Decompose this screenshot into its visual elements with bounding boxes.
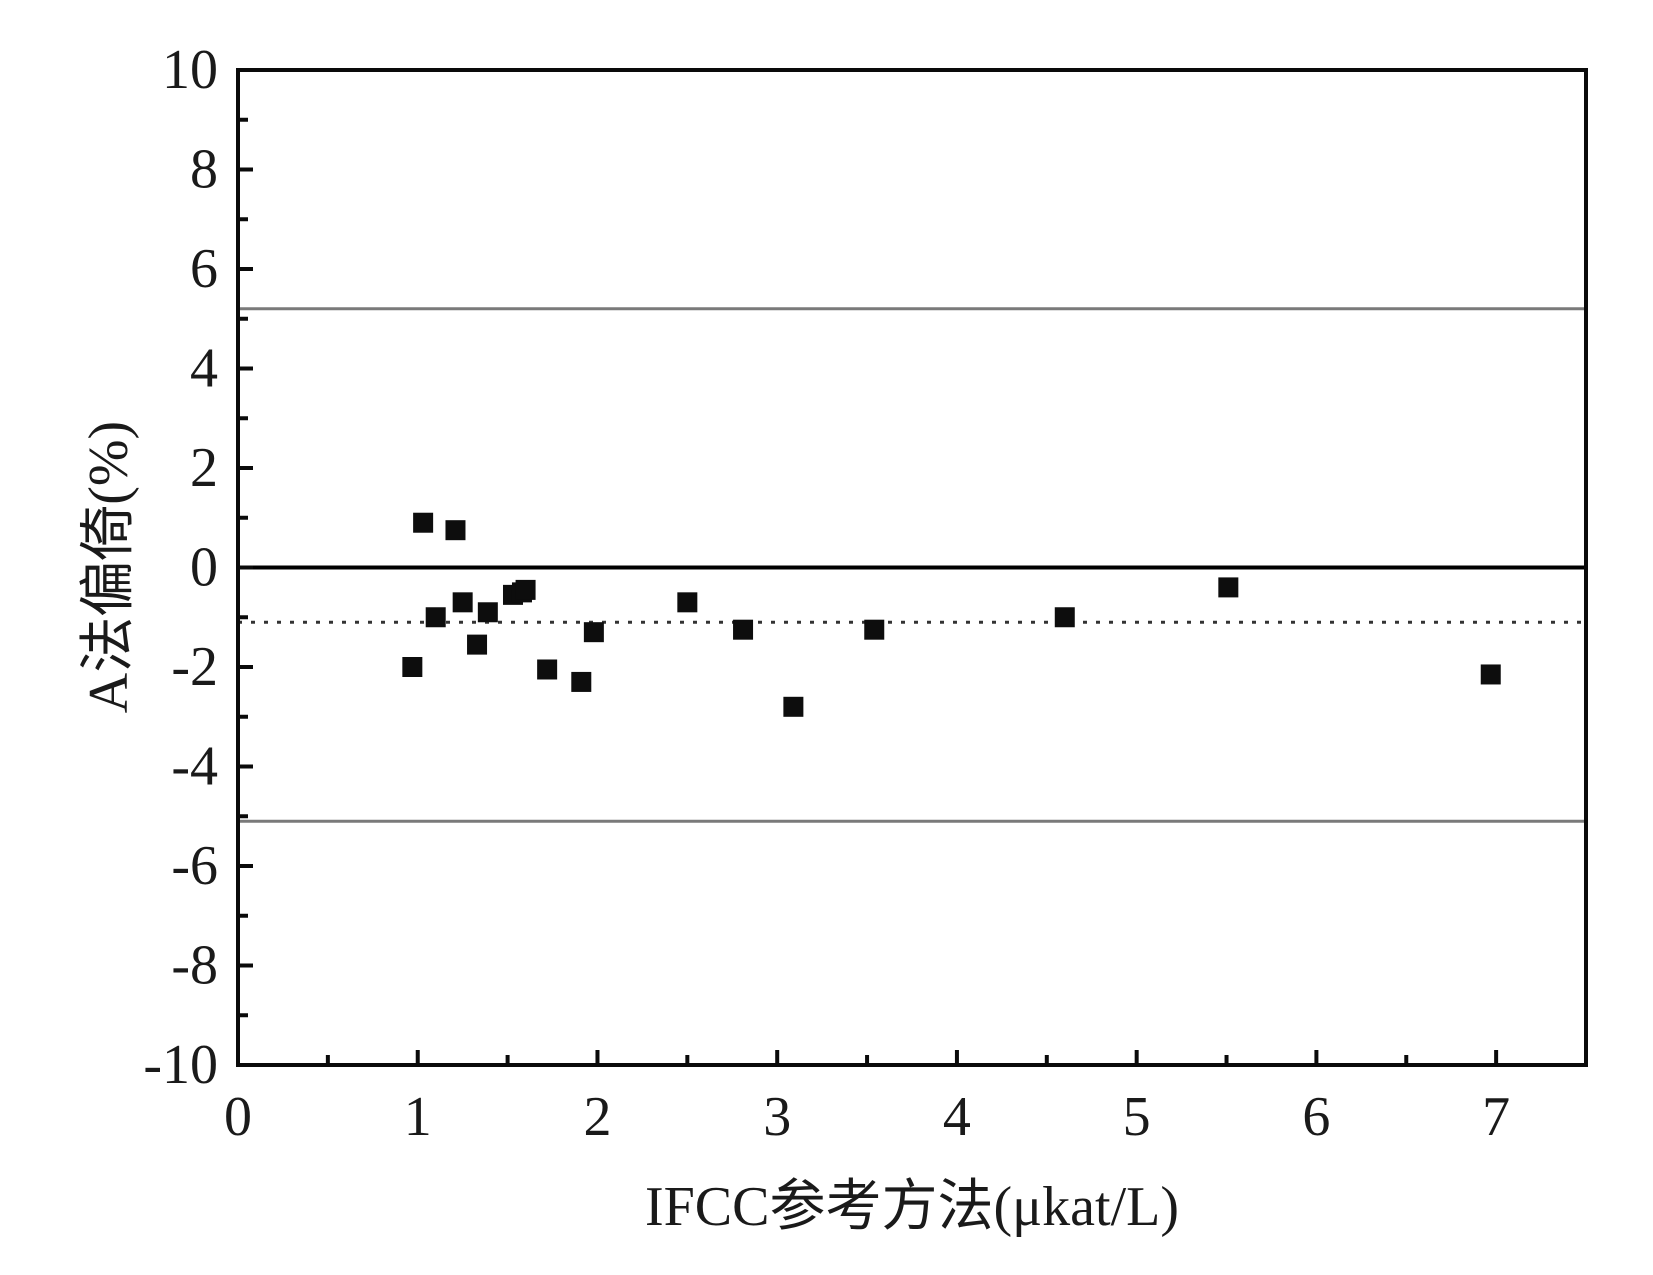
x-tick-label: 7: [1482, 1086, 1510, 1148]
x-tick-label: 6: [1302, 1086, 1330, 1148]
y-tick-labels: 10 8 6 4 2 0 -2 -4 -6 -8 -10: [143, 39, 218, 1096]
data-point: [733, 619, 754, 640]
x-tick-label: 5: [1123, 1086, 1151, 1148]
data-point: [452, 592, 473, 613]
data-point: [1054, 607, 1075, 628]
data-point: [413, 512, 434, 533]
data-point: [425, 607, 446, 628]
y-tick-label: 6: [190, 238, 218, 300]
y-tick-label: -10: [143, 1034, 218, 1096]
y-tick-label: -4: [171, 736, 218, 798]
x-axis-ticks: [236, 1050, 1588, 1065]
data-point: [515, 579, 536, 600]
data-point: [402, 657, 423, 677]
x-tick-label: 1: [404, 1086, 432, 1148]
data-point: [445, 520, 466, 541]
data-point: [571, 671, 592, 692]
x-tick-labels: 0 1 2 3 4 5 6 7: [224, 1086, 1510, 1148]
x-tick-label: 3: [763, 1086, 791, 1148]
data-point: [583, 622, 604, 643]
data-point: [467, 634, 488, 655]
data-point: [477, 602, 498, 623]
data-points: [402, 512, 1501, 717]
data-point: [1480, 664, 1501, 685]
y-tick-label: -8: [171, 935, 218, 997]
x-axis-label: IFCC参考方法(μkat/L): [645, 1176, 1179, 1238]
data-point: [1218, 577, 1239, 598]
reference-lines: [238, 307, 1586, 823]
y-tick-label: 4: [190, 338, 218, 400]
y-tick-label: 2: [190, 437, 218, 499]
data-point: [677, 592, 698, 613]
x-tick-label: 0: [224, 1086, 252, 1148]
data-point: [783, 696, 804, 717]
data-point: [864, 619, 885, 640]
y-tick-label: 10: [162, 39, 218, 101]
y-axis-label: A法偏倚(%): [78, 421, 140, 713]
y-tick-label: -6: [171, 835, 218, 897]
data-point: [537, 659, 558, 680]
y-tick-label: 0: [190, 537, 218, 599]
x-tick-label: 4: [943, 1086, 971, 1148]
y-axis-ticks: [238, 68, 253, 1067]
y-tick-label: 8: [190, 139, 218, 201]
y-tick-label: -2: [171, 636, 218, 698]
x-tick-label: 2: [583, 1086, 611, 1148]
